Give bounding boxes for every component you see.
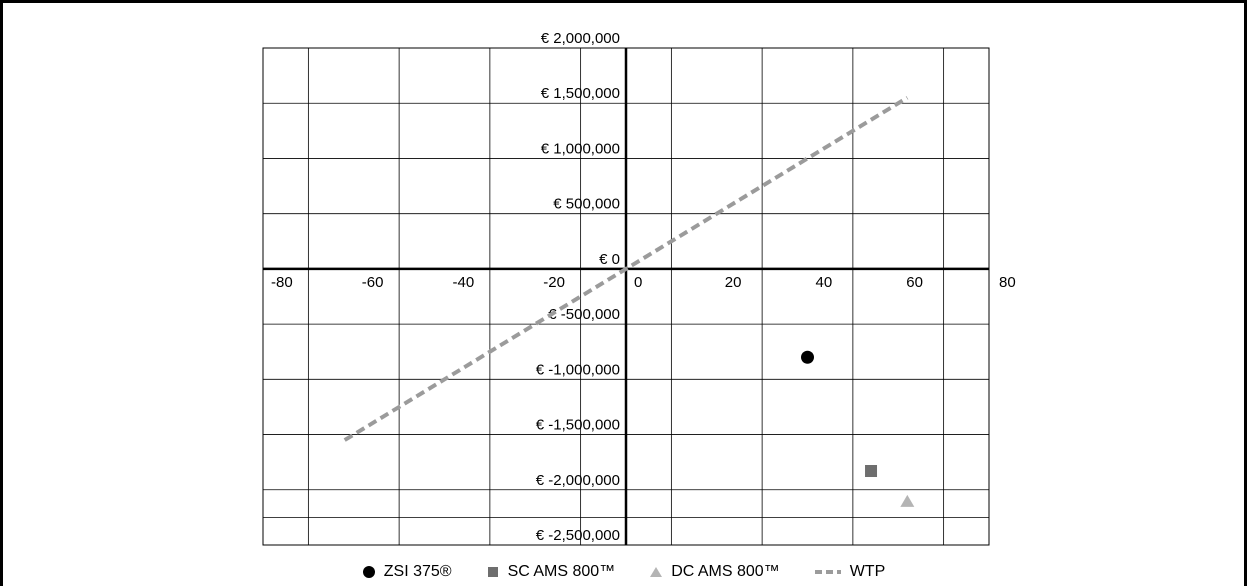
legend-item-wtp: WTP [814,563,886,581]
chart-marks [343,95,915,507]
y-tick-label: € -500,000 [548,306,620,323]
y-tick-label: € 1,500,000 [541,85,620,102]
legend-label-sc-ams-800: SC AMS 800™ [507,563,616,580]
x-tick-label: 60 [906,274,923,291]
x-tick-label: -40 [453,274,475,291]
legend-dashed-line [814,570,841,574]
x-tick-label: -80 [271,274,293,291]
legend-label-dc-ams-800: DC AMS 800™ [671,563,780,580]
legend-item-sc-ams-800: SC AMS 800™ [486,563,616,581]
x-tick-label: 40 [816,274,833,291]
y-tick-label: € 500,000 [553,196,620,213]
y-tick-label: € -1,000,000 [536,361,620,378]
legend-square-marker [487,567,498,577]
dc-ams-800-point [900,494,915,507]
y-tick-label: € 0 [599,251,620,268]
legend-item-dc-ams-800: DC AMS 800™ [649,563,780,581]
x-tick-label: -20 [543,274,565,291]
y-tick-label: € -2,000,000 [536,472,620,489]
y-tick-label: € 1,000,000 [541,140,620,157]
axes [263,48,989,545]
x-tick-label: 0 [634,274,642,291]
legend-triangle-marker [650,567,663,577]
legend: ZSI 375® SC AMS 800™ DC AMS 800™ WTP [0,558,1247,586]
legend-item-zsi-375: ZSI 375® [362,563,452,581]
x-tick-label: 20 [725,274,742,291]
y-tick-label: € 2,000,000 [541,30,620,47]
zsi-375-point [801,350,814,364]
y-tick-label: € -2,500,000 [536,527,620,544]
legend-label-zsi-375: ZSI 375® [383,563,452,580]
x-tick-label: 80 [999,274,1016,291]
y-tick-label: € -1,500,000 [536,417,620,434]
legend-circle-marker [362,566,375,578]
legend-label-wtp: WTP [849,563,886,580]
x-tick-label: -60 [362,274,384,291]
sc-ams-800-point [865,465,878,478]
wtp-threshold-line [343,95,909,442]
tick-labels: -80 -60 -40 -20 0 20 40 60 80 € 2,000,000 € 1,500,… [271,30,1016,544]
